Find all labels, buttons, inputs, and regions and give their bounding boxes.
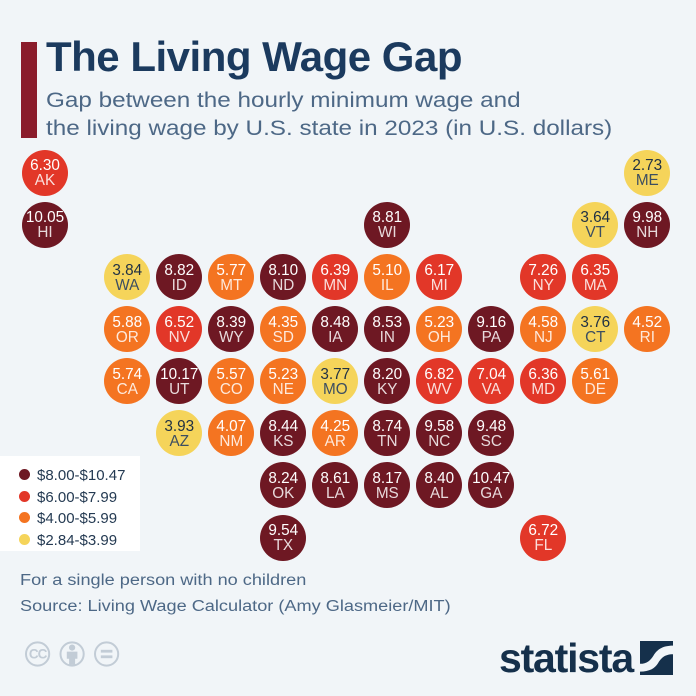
svg-text:CC: CC	[29, 647, 48, 662]
